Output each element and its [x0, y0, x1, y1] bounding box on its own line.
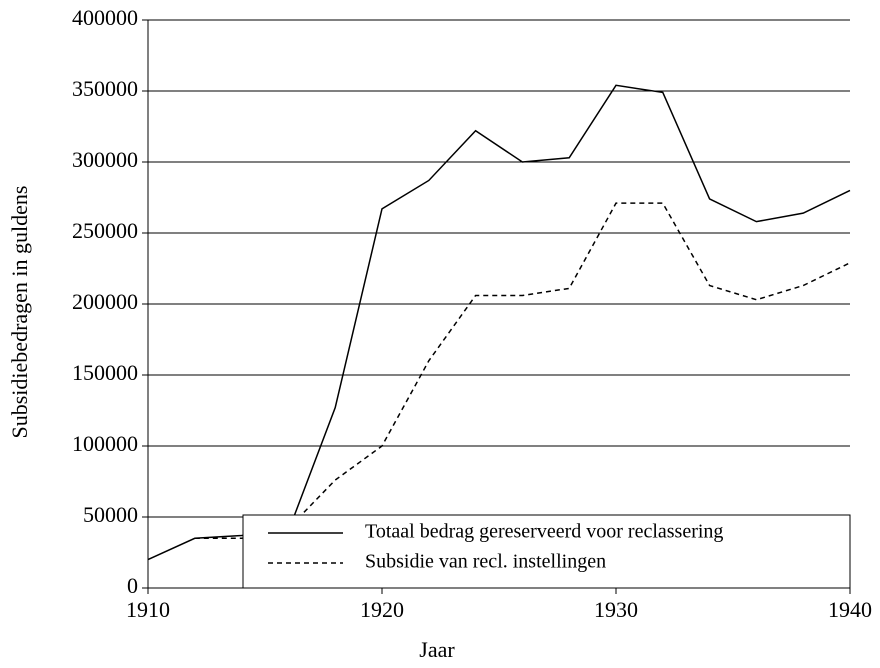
- y-tick-label: 150000: [72, 360, 138, 385]
- x-tick-label: 1920: [360, 597, 404, 622]
- y-tick-label: 100000: [72, 431, 138, 456]
- legend-label: Subsidie van recl. instellingen: [365, 551, 606, 573]
- legend-label: Totaal bedrag gereserveerd voor reclasse…: [365, 521, 723, 543]
- x-tick-label: 1940: [828, 597, 872, 622]
- x-axis-label: Jaar: [419, 637, 455, 662]
- y-tick-label: 300000: [72, 147, 138, 172]
- series-line: [194, 202, 851, 540]
- y-tick-label: 250000: [72, 218, 138, 243]
- legend-box: [242, 514, 851, 589]
- y-tick-label: 350000: [72, 76, 138, 101]
- y-axis-label: Subsidiebedragen in guldens: [7, 186, 32, 439]
- y-tick-label: 50000: [83, 502, 138, 527]
- y-tick-label: 400000: [72, 5, 138, 30]
- x-tick-label: 1930: [594, 597, 638, 622]
- series-line: [147, 84, 851, 561]
- x-tick-label: 1910: [126, 597, 170, 622]
- y-tick-label: 0: [127, 573, 138, 598]
- y-tick-label: 200000: [72, 289, 138, 314]
